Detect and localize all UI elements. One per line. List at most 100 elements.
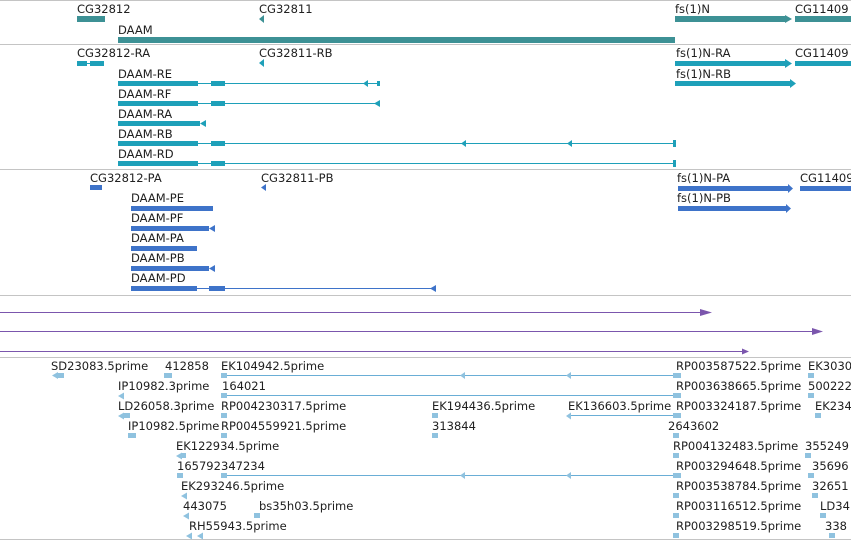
est-label[interactable]: EK104942.5prime [221, 359, 325, 373]
est-label[interactable]: RP003324187.5prime [676, 399, 802, 413]
est-glyph[interactable] [118, 412, 130, 420]
transcript-label[interactable]: CG32812-RA [77, 46, 151, 60]
est-label[interactable]: bs35h03.5prime [259, 499, 354, 513]
est-glyph[interactable] [566, 412, 681, 420]
est-label[interactable]: RP003587522.5prime [676, 359, 802, 373]
protein-label[interactable]: CG32811-PB [261, 171, 334, 185]
protein-label[interactable]: DAAM-PF [131, 211, 184, 225]
est-glyph[interactable] [808, 393, 814, 398]
est-label[interactable]: RP003638665.5prime [676, 379, 802, 393]
est-glyph[interactable] [673, 453, 679, 458]
est-glyph[interactable] [177, 473, 183, 478]
est-glyph[interactable] [52, 372, 64, 379]
transcript-label[interactable]: CG11409 [795, 46, 849, 60]
est-label[interactable]: IP10982.5prime [128, 419, 220, 433]
est-glyph[interactable] [673, 513, 679, 518]
transcript-fs1n-ra[interactable] [675, 59, 792, 68]
est-label[interactable]: EK122934.5prime [176, 439, 280, 453]
est-label[interactable]: RP004230317.5prime [221, 399, 347, 413]
protein-cg32812-pa[interactable] [90, 185, 102, 190]
gene-label-cg32812[interactable]: CG32812 [77, 2, 131, 16]
est-glyph[interactable] [432, 413, 438, 418]
transcript-label[interactable]: CG32811-RB [259, 46, 333, 60]
transcript-daam-rf[interactable] [118, 100, 380, 107]
est-glyph[interactable] [128, 433, 136, 438]
gene-daam-bar[interactable] [118, 37, 675, 43]
protein-label[interactable]: DAAM-PD [131, 271, 186, 285]
gene-cg11409-bar[interactable] [795, 16, 851, 22]
est-glyph[interactable] [808, 373, 814, 378]
protein-cg11409[interactable] [800, 186, 851, 191]
est-label[interactable]: 32651 [812, 479, 849, 493]
protein-label[interactable]: DAAM-PB [131, 251, 185, 265]
est-label[interactable]: 165792 [177, 459, 221, 473]
transcript-label[interactable]: DAAM-RE [118, 67, 173, 81]
est-glyph[interactable] [221, 433, 227, 438]
protein-cg32811-pb[interactable] [261, 184, 266, 191]
protein-daam-pb[interactable] [131, 265, 215, 272]
est-label[interactable]: SD23083.5prime [51, 359, 149, 373]
est-glyph[interactable] [176, 452, 186, 460]
est-label[interactable]: RP003298519.5prime [676, 519, 802, 533]
est-glyph[interactable] [432, 433, 438, 438]
est-label[interactable]: 2643602 [668, 419, 720, 433]
est-label[interactable]: LD26058.3prime [118, 399, 215, 413]
est-glyph[interactable] [186, 532, 203, 540]
est-label[interactable]: 443075 [183, 499, 227, 513]
est-glyph[interactable] [254, 513, 260, 518]
transcript-label[interactable]: DAAM-RA [118, 107, 173, 121]
est-glyph[interactable] [118, 392, 124, 400]
est-glyph[interactable] [812, 493, 818, 498]
transcript-label[interactable]: DAAM-RD [118, 147, 174, 161]
est-label[interactable]: RH55943.5prime [189, 519, 287, 533]
transcript-label[interactable]: fs(1)N-RB [676, 67, 731, 81]
transcript-cg11409[interactable] [795, 61, 851, 66]
est-glyph[interactable] [183, 512, 189, 520]
est-label[interactable]: EK234 [815, 399, 851, 413]
transcript-daam-rd[interactable] [118, 160, 676, 167]
est-label[interactable]: EK136603.5prime [568, 399, 672, 413]
est-label[interactable]: RP003538784.5prime [676, 479, 802, 493]
est-label[interactable]: EK293246.5prime [181, 479, 285, 493]
protein-label[interactable]: CG11409 [800, 171, 851, 185]
est-glyph[interactable] [221, 372, 681, 379]
transcript-cg32811-rb[interactable] [259, 59, 264, 67]
est-glyph[interactable] [808, 473, 814, 478]
transcript-daam-rb[interactable] [118, 140, 676, 147]
transcript-label[interactable]: DAAM-RB [118, 127, 173, 141]
est-label[interactable]: EK194436.5prime [432, 399, 536, 413]
est-label[interactable]: RP003116512.5prime [676, 499, 802, 513]
transcript-daam-re[interactable] [118, 80, 380, 87]
alignment-feature[interactable] [0, 309, 712, 316]
protein-label[interactable]: CG32812-PA [90, 171, 162, 185]
est-label[interactable]: 164021 [222, 379, 266, 393]
protein-daam-pe[interactable] [131, 206, 213, 211]
est-glyph[interactable] [815, 413, 821, 418]
alignment-feature[interactable] [0, 328, 823, 335]
protein-label[interactable]: DAAM-PA [131, 231, 184, 245]
protein-label[interactable]: fs(1)N-PB [677, 191, 731, 205]
protein-daam-pf[interactable] [131, 225, 215, 232]
est-label[interactable]: 412858 [165, 359, 209, 373]
est-glyph[interactable] [164, 373, 172, 378]
gene-label-cg32811[interactable]: CG32811 [259, 2, 313, 16]
est-glyph[interactable] [673, 493, 679, 498]
gene-cg32812-bar[interactable] [77, 16, 105, 22]
protein-daam-pa[interactable] [131, 246, 197, 251]
transcript-label[interactable]: DAAM-RF [118, 87, 172, 101]
gene-label-fs1n[interactable]: fs(1)N [675, 2, 710, 16]
est-glyph[interactable] [673, 433, 679, 438]
gene-fs1n-bar[interactable] [675, 16, 785, 22]
transcript-fs1n-rb[interactable] [675, 79, 796, 88]
est-label[interactable]: EK3030 [808, 359, 851, 373]
est-glyph[interactable] [181, 492, 187, 500]
gene-label-cg11409[interactable]: CG11409 [795, 2, 849, 16]
est-glyph[interactable] [673, 533, 679, 538]
protein-fs1n-pb[interactable] [678, 204, 791, 213]
protein-label[interactable]: fs(1)N-PA [677, 171, 731, 185]
protein-fs1n-pa[interactable] [678, 184, 793, 193]
est-label[interactable]: IP10982.3prime [118, 379, 210, 393]
transcript-cg32812-ra[interactable] [77, 61, 87, 66]
est-glyph[interactable] [805, 453, 811, 458]
est-label[interactable]: 35696 [812, 459, 849, 473]
